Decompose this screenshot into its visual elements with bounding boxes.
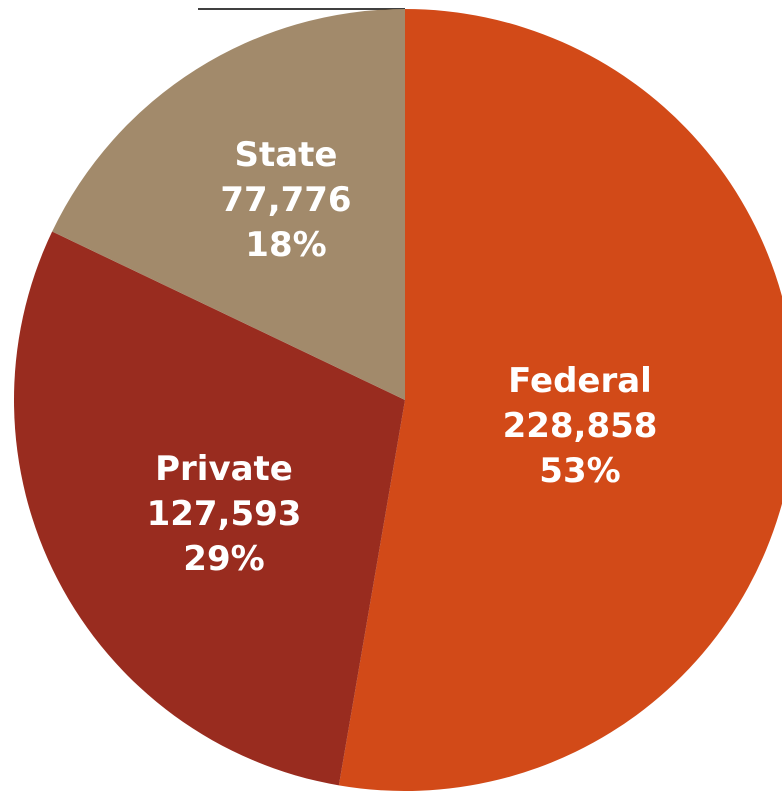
pie-slice-state [52,9,406,400]
pie-slices [13,9,782,791]
slice-label-state-percent: 18% [245,225,326,265]
slice-label-private-value: 127,593 [147,494,302,534]
slice-label-federal-value: 228,858 [503,406,658,446]
slice-label-private-name: Private [155,449,293,489]
pie-slice-federal [338,9,782,791]
slice-label-state-name: State [235,135,338,175]
pie-labels: Federal 228,858 53% Private 127,593 29% … [147,135,658,579]
slice-label-state-value: 77,776 [220,180,351,220]
slice-label-private-percent: 29% [183,539,264,579]
pie-slice-private [13,231,405,786]
slice-label-federal-percent: 53% [539,451,620,491]
slice-label-federal-name: Federal [508,361,652,401]
